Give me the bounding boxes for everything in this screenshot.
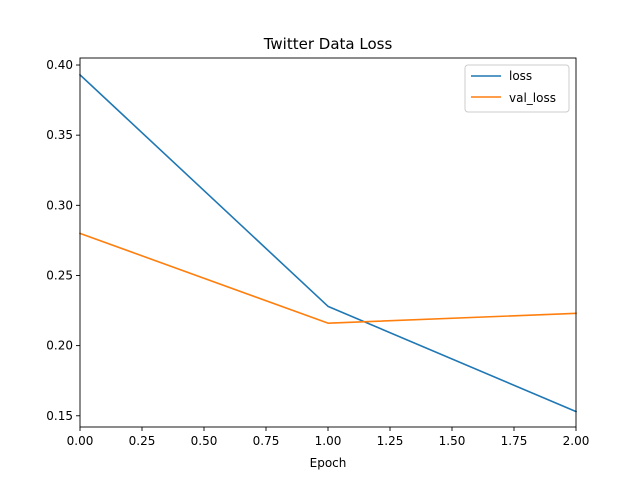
legend-label-val-loss: val_loss (509, 91, 556, 105)
x-tick-label: 0.00 (67, 434, 94, 448)
y-tick-label: 0.40 (46, 58, 73, 72)
x-tick-label: 1.50 (439, 434, 466, 448)
x-tick-label: 1.00 (315, 434, 342, 448)
chart-title: Twitter Data Loss (263, 35, 393, 53)
series-line-val-loss (78, 232, 577, 324)
x-tick-label: 2.00 (563, 434, 590, 448)
axes-layer: 0.00 0.25 0.50 0.75 1.00 1.25 1.50 1.75 2.00 0.15… (46, 57, 590, 448)
y-tick-label: 0.15 (46, 409, 73, 423)
x-tick-label: 1.75 (501, 434, 528, 448)
x-tick-label: 0.25 (129, 434, 156, 448)
series-layer (78, 73, 578, 413)
x-tick-label: 0.75 (253, 434, 280, 448)
legend: loss val_loss (464, 64, 570, 113)
y-tick-label: 0.35 (46, 128, 73, 142)
y-tick-label: 0.30 (46, 198, 73, 212)
y-tick-label: 0.20 (46, 339, 73, 353)
x-axis-label: Epoch (310, 456, 347, 470)
y-tick-label: 0.25 (46, 268, 73, 282)
legend-label-loss: loss (509, 69, 532, 83)
x-tick-label: 1.25 (377, 434, 404, 448)
series-line-loss (78, 73, 578, 413)
x-tick-label: 0.50 (191, 434, 218, 448)
